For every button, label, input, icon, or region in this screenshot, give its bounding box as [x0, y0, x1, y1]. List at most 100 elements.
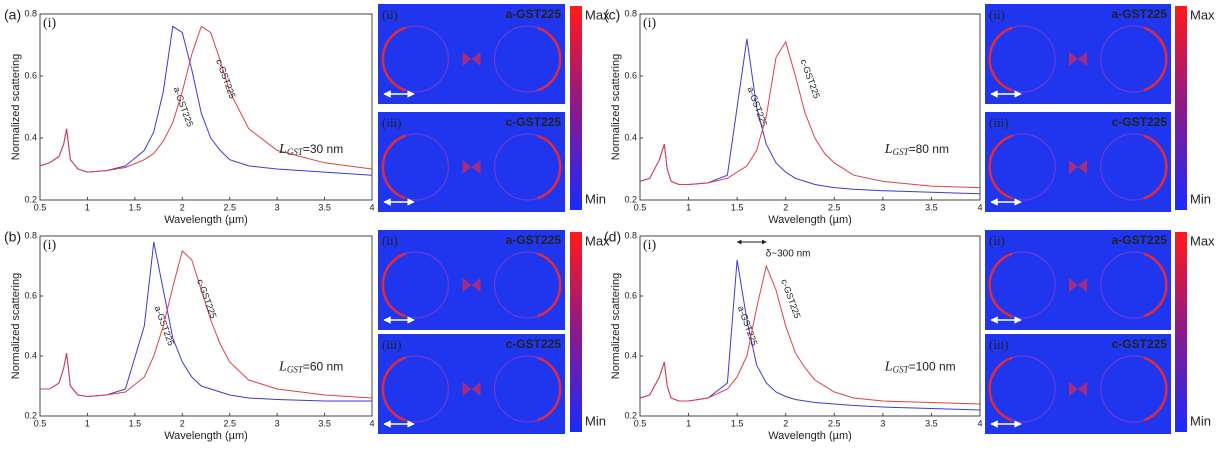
x-tick-label: 2.5 — [828, 202, 841, 212]
map-label: (ii) — [382, 233, 398, 248]
field-hotspot — [1143, 26, 1168, 92]
length-label: LGST=60 nm — [278, 360, 343, 375]
field-hotspot — [381, 356, 406, 422]
panel-label: (a) — [4, 7, 21, 23]
x-tick-label: 2.5 — [828, 418, 841, 428]
y-tick-label: 0.4 — [624, 350, 637, 360]
field-gap — [1069, 160, 1087, 174]
field-map — [378, 230, 565, 330]
length-symbol: L — [278, 360, 287, 375]
series-label: c-GST225 — [195, 278, 218, 320]
field-hotspot — [1143, 134, 1168, 200]
length-subscript: GST — [893, 147, 910, 157]
y-axis-label: Normalized scattering — [610, 273, 622, 379]
series-label: c-GST225 — [214, 58, 237, 100]
series-line — [639, 259, 981, 411]
field-gap — [462, 160, 481, 174]
x-tick-label: 1 — [686, 418, 691, 428]
x-tick-label: 1.5 — [731, 418, 744, 428]
map-title: c-GST225 — [506, 115, 562, 129]
field-map — [985, 334, 1171, 434]
y-tick-label: 0.2 — [24, 194, 37, 204]
length-label: LGST=80 nm — [884, 142, 949, 157]
x-tick-label: 2 — [180, 418, 185, 428]
y-tick-label: 0.6 — [24, 70, 37, 80]
y-tick-label: 0.6 — [624, 70, 637, 80]
x-tick-label: 1.5 — [731, 202, 744, 212]
y-tick-label: 0.4 — [624, 132, 637, 142]
x-tick-label: 0.5 — [634, 202, 647, 212]
plot-frame — [639, 235, 981, 417]
annotation: δ~300 nm — [766, 249, 811, 260]
x-tick-label: 0.5 — [34, 418, 47, 428]
series-label: a-GST225 — [172, 86, 196, 128]
x-tick-label: 3 — [275, 202, 280, 212]
x-tick-label: 4 — [977, 202, 982, 212]
length-subscript: GST — [287, 364, 304, 374]
colorbar-min: Min — [585, 191, 606, 206]
x-tick-label: 3.5 — [925, 418, 938, 428]
field-hotspot — [381, 26, 406, 92]
map-label: (iii) — [989, 337, 1009, 352]
map-title: c-GST225 — [1112, 115, 1168, 129]
x-tick-label: 0.5 — [34, 202, 47, 212]
y-tick-label: 0.4 — [24, 350, 37, 360]
map-title: c-GST225 — [1112, 337, 1168, 351]
x-tick-label: 3 — [275, 418, 280, 428]
y-tick-label: 0.8 — [24, 230, 37, 240]
field-hotspot — [381, 134, 406, 200]
field-gap — [1069, 382, 1087, 396]
map-title: c-GST225 — [506, 337, 562, 351]
x-tick-label: 1 — [85, 202, 90, 212]
y-tick-label: 0.6 — [624, 290, 637, 300]
x-tick-label: 3 — [880, 202, 885, 212]
map-label: (iii) — [989, 115, 1009, 130]
y-axis-label: Normalized scattering — [10, 273, 22, 379]
plot-frame — [39, 13, 373, 201]
series-line — [639, 264, 981, 405]
map-title: a-GST225 — [1112, 233, 1168, 247]
field-hotspot — [537, 252, 562, 318]
y-axis-label: Normalized scattering — [610, 54, 622, 160]
length-label: LGST=100 nm — [884, 360, 956, 375]
y-tick-label: 0.2 — [624, 194, 637, 204]
length-subscript: GST — [287, 147, 304, 157]
length-symbol: L — [884, 360, 893, 375]
x-tick-label: 1 — [85, 418, 90, 428]
field-hotspot — [537, 134, 562, 200]
field-hotspot — [1143, 356, 1168, 422]
subpanel-label: (i) — [643, 16, 657, 31]
field-hotspot — [988, 134, 1013, 200]
x-tick-label: 4 — [369, 202, 374, 212]
plot-frame — [39, 235, 373, 417]
panel-label: (b) — [4, 229, 21, 245]
field-gap — [1069, 278, 1087, 292]
x-axis-label: Wavelength (µm) — [164, 214, 248, 226]
map-label: (ii) — [989, 233, 1005, 248]
field-hotspot — [537, 26, 562, 92]
map-title: a-GST225 — [1112, 7, 1168, 21]
subpanel-label: (i) — [43, 238, 57, 253]
colorbar — [1175, 232, 1187, 432]
field-map — [985, 230, 1171, 330]
x-axis-label: Wavelength (µm) — [768, 214, 852, 226]
length-value: =60 nm — [303, 360, 343, 374]
panel-label: (c) — [604, 7, 620, 23]
field-gap — [462, 278, 481, 292]
length-subscript: GST — [893, 364, 910, 374]
subpanel-label: (i) — [43, 16, 57, 31]
x-tick-label: 1.5 — [129, 202, 142, 212]
field-map — [985, 112, 1171, 212]
length-symbol: L — [884, 142, 893, 157]
x-axis-label: Wavelength (µm) — [768, 430, 852, 442]
x-tick-label: 3.5 — [318, 202, 331, 212]
x-tick-label: 2 — [783, 418, 788, 428]
colorbar — [570, 232, 582, 432]
map-title: a-GST225 — [506, 233, 562, 247]
series-label: c-GST225 — [799, 58, 822, 100]
y-tick-label: 0.2 — [624, 410, 637, 420]
field-hotspot — [1143, 252, 1168, 318]
colorbar-max: Max — [585, 233, 610, 248]
x-tick-label: 4 — [977, 418, 982, 428]
y-tick-label: 0.8 — [624, 8, 637, 18]
